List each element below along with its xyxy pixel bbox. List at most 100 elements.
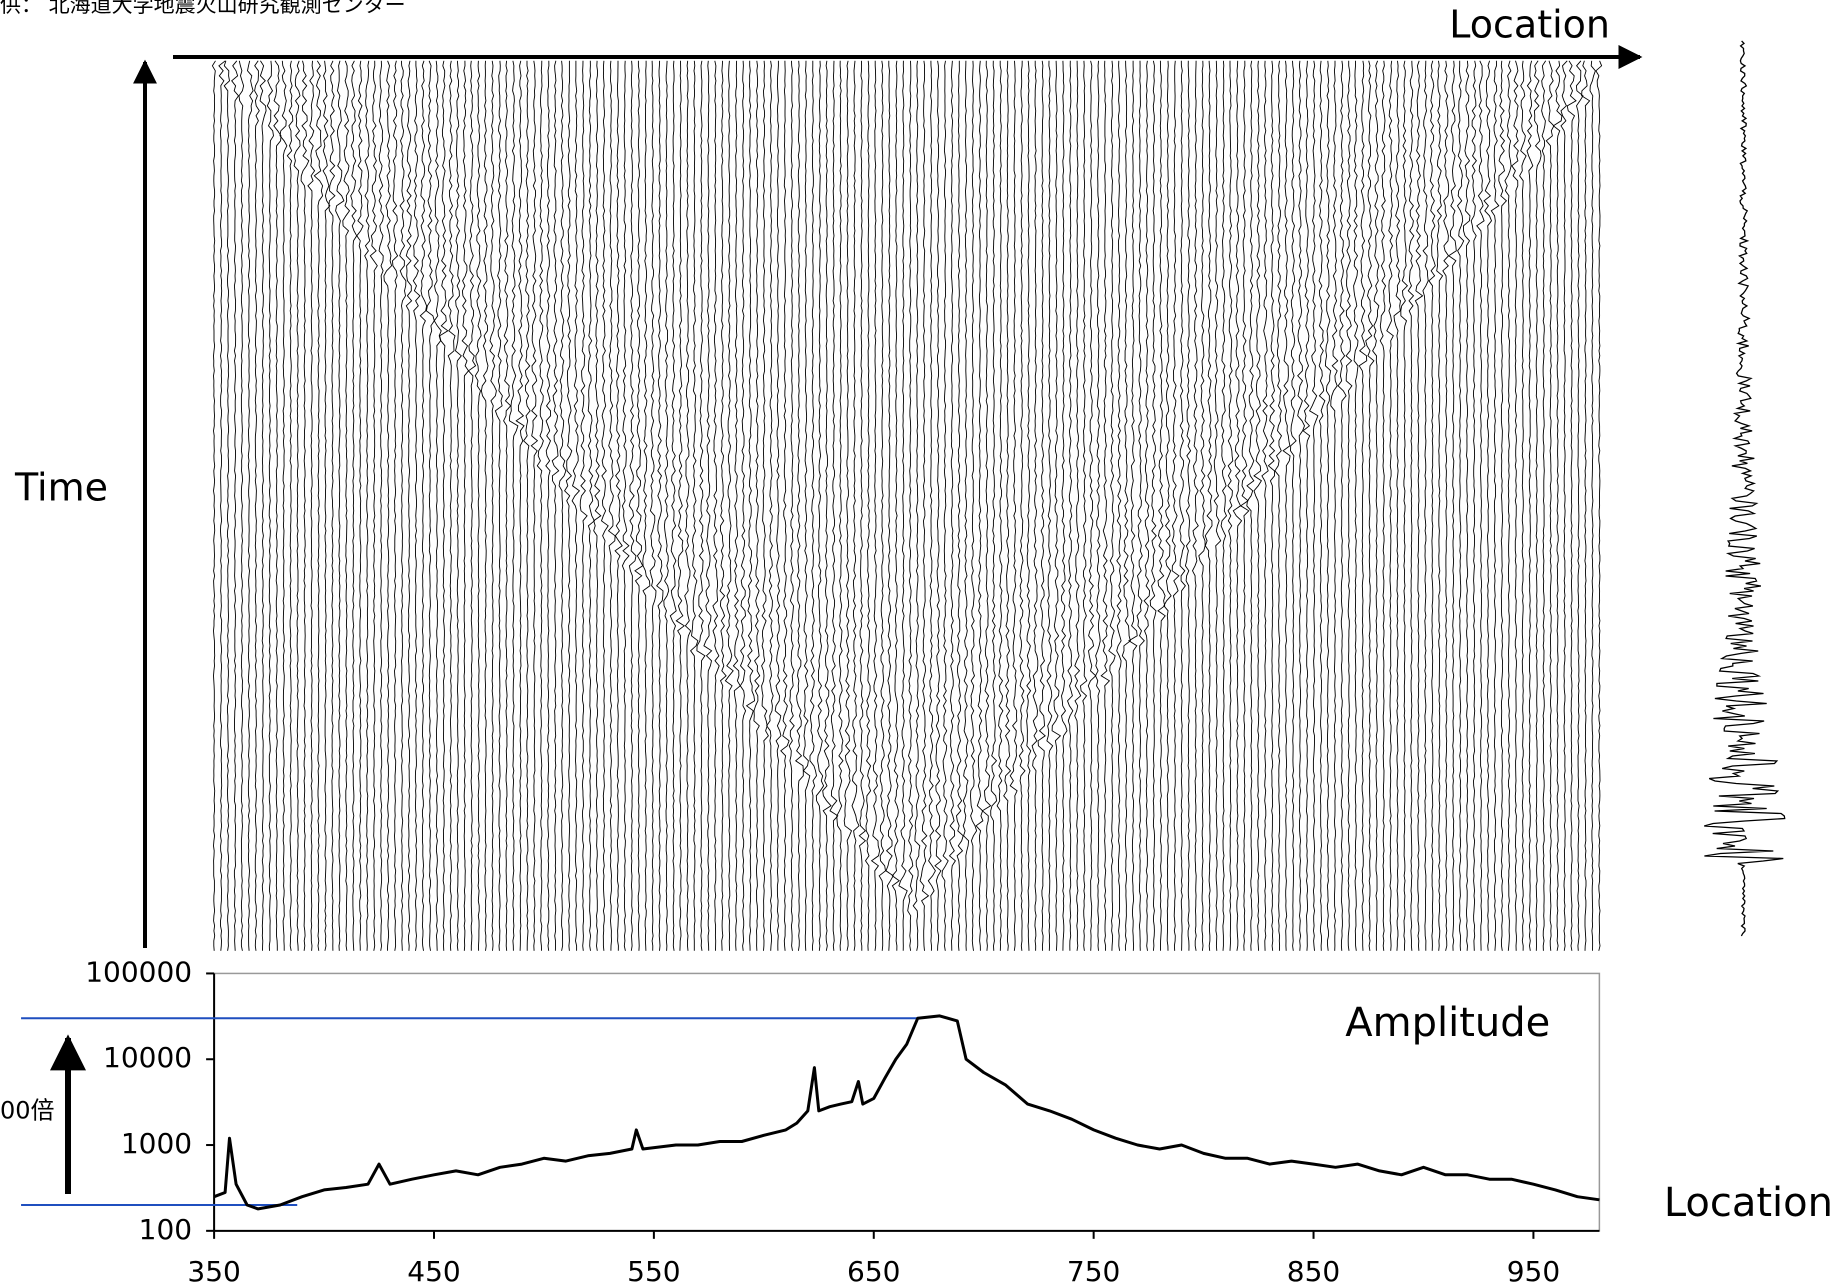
trace (684, 60, 692, 951)
trace (279, 60, 288, 951)
trace (1533, 60, 1542, 951)
x-tick-label: 950 (1507, 1255, 1560, 1288)
trace (703, 60, 713, 951)
trace (975, 60, 984, 951)
trace (1213, 60, 1222, 951)
trace (919, 60, 930, 951)
trace (836, 60, 844, 951)
x-tick-label: 750 (1067, 1255, 1120, 1288)
trace (474, 60, 482, 951)
trace (1309, 60, 1319, 951)
trace (851, 60, 860, 951)
trace (843, 60, 853, 951)
trace (489, 60, 497, 951)
trace (1526, 60, 1534, 951)
trace (774, 60, 782, 951)
section-y-label: Time (14, 466, 108, 510)
trace (1009, 60, 1018, 951)
trace (1046, 60, 1054, 951)
trace (1051, 60, 1062, 951)
trace (1365, 60, 1375, 951)
trace (802, 60, 811, 951)
trace (254, 60, 260, 951)
trace (696, 60, 706, 951)
trace (1274, 60, 1283, 951)
trace (1094, 60, 1101, 951)
trace (1018, 60, 1026, 951)
trace (307, 60, 316, 951)
trace (614, 60, 623, 951)
trace (1372, 60, 1380, 951)
trace (364, 60, 371, 951)
trace (912, 60, 921, 951)
trace (907, 60, 914, 951)
trace (607, 60, 616, 951)
trace (571, 60, 581, 951)
trace (1337, 60, 1347, 951)
trace (1116, 60, 1122, 951)
trace (1074, 60, 1082, 951)
trace (1061, 60, 1068, 951)
trace (259, 60, 267, 951)
trace (1003, 60, 1012, 951)
trace (1157, 60, 1166, 951)
trace (1541, 60, 1547, 951)
trace (1171, 60, 1180, 951)
trace (1498, 60, 1508, 951)
trace (1422, 60, 1429, 951)
trace (454, 60, 462, 951)
trace (238, 60, 245, 951)
trace (1246, 60, 1255, 951)
trace (1128, 60, 1138, 951)
trace (461, 60, 470, 951)
chart-title: Amplitude (1345, 1000, 1550, 1046)
trace (564, 60, 573, 951)
trace (1253, 60, 1263, 951)
amplitude-line (213, 1014, 1600, 1211)
trace (1330, 60, 1339, 951)
trace (1560, 60, 1568, 951)
trace (425, 60, 435, 951)
trace (1239, 60, 1250, 951)
trace (1519, 60, 1527, 951)
trace (383, 60, 393, 951)
trace (1353, 60, 1359, 951)
trace (1386, 60, 1394, 951)
trace (1108, 60, 1116, 951)
y-tick-label: 1000 (121, 1127, 192, 1160)
trace (1136, 60, 1145, 951)
trace (439, 60, 449, 951)
trace (1261, 60, 1269, 951)
trace (1358, 60, 1368, 951)
trace (515, 60, 525, 951)
trace (593, 60, 602, 951)
x-tick-label: 850 (1287, 1255, 1340, 1288)
trace (545, 60, 552, 951)
trace (587, 60, 595, 951)
trace (1581, 60, 1591, 951)
trace (494, 60, 503, 951)
trace (218, 60, 226, 951)
trace (1163, 60, 1172, 951)
annotation: 00倍 (0, 1097, 55, 1125)
x-tick-label: 350 (187, 1255, 240, 1288)
trace (1080, 60, 1088, 951)
trace (1552, 60, 1563, 951)
trace (766, 60, 774, 951)
trace (558, 60, 567, 951)
trace (927, 60, 936, 951)
trace (1545, 60, 1555, 951)
trace (712, 60, 720, 951)
trace (1414, 60, 1424, 951)
trace (1037, 60, 1046, 951)
trace (1393, 60, 1401, 951)
trace (1204, 60, 1213, 951)
trace (579, 60, 588, 951)
trace (941, 60, 949, 951)
trace (1400, 60, 1409, 951)
trace (1179, 60, 1186, 951)
y-tick-label: 100000 (85, 955, 192, 988)
trace (419, 60, 428, 951)
trace (335, 60, 345, 951)
trace (1511, 60, 1519, 951)
